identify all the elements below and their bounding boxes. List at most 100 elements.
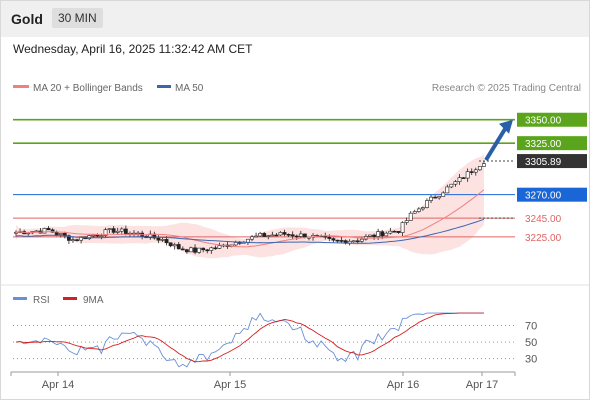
candle-body xyxy=(193,247,197,253)
candle-body xyxy=(209,247,214,251)
candle-body xyxy=(58,233,63,235)
candle-body xyxy=(351,240,356,243)
candle-body xyxy=(429,196,433,201)
candle-body xyxy=(465,171,470,179)
candle-body xyxy=(355,240,360,243)
rsi-legend-label: RSI xyxy=(33,295,50,306)
level-tag-label-3270-00: 3270.00 xyxy=(525,191,562,202)
level-tag-label-3350-00: 3350.00 xyxy=(525,116,562,127)
candle-body xyxy=(331,238,336,241)
candle-body xyxy=(294,235,299,238)
level-tag-label-3305-89: 3305.89 xyxy=(525,157,562,168)
candle-body xyxy=(246,238,250,243)
candle-body xyxy=(66,235,71,241)
candle-body xyxy=(262,233,267,237)
x-tick-label: Apr 17 xyxy=(466,379,498,391)
rsi-ma-line xyxy=(15,312,484,363)
candle-body xyxy=(75,239,79,241)
candle-body xyxy=(168,242,173,247)
candle-body xyxy=(172,244,177,247)
candle-body xyxy=(392,230,397,233)
ma50-line xyxy=(15,218,485,244)
candle-body xyxy=(469,171,474,173)
forecast-arrow-head xyxy=(499,119,513,134)
level-tag-label-3245-00: 3245.00 xyxy=(525,214,562,225)
candle-body xyxy=(298,233,303,237)
candle-body xyxy=(254,235,258,238)
candle-body xyxy=(380,231,385,237)
ma20-legend-swatch xyxy=(13,85,29,88)
candle-body xyxy=(123,228,128,235)
instrument-title: Gold xyxy=(11,11,43,27)
ma50-legend-swatch xyxy=(157,85,171,88)
candle-body xyxy=(339,240,344,242)
candle-body xyxy=(278,232,283,236)
ma20-line xyxy=(15,189,485,248)
x-tick-label: Apr 16 xyxy=(387,379,419,391)
candle-body xyxy=(282,232,287,235)
rsi-ma-legend-label: 9MA xyxy=(83,295,104,306)
candle-body xyxy=(233,242,238,246)
x-axis: Apr 14 Apr 15 Apr 16 Apr 17 xyxy=(10,372,516,391)
rsi-legend-swatch xyxy=(13,297,27,300)
candle-body xyxy=(103,229,108,236)
candle-body xyxy=(477,166,482,171)
candle-body xyxy=(433,196,438,199)
candle-body xyxy=(119,228,124,232)
candle-body xyxy=(327,236,332,239)
candle-body xyxy=(437,196,442,199)
candle-body xyxy=(408,212,413,221)
level-tag-label-3225-00: 3225.00 xyxy=(525,233,562,244)
candle-body xyxy=(197,247,202,253)
copyright-label: Research © 2025 Trading Central xyxy=(432,83,581,94)
candle-body xyxy=(270,234,275,237)
candle-body xyxy=(274,234,279,237)
candle-body xyxy=(482,163,486,167)
candle-body xyxy=(217,245,222,249)
candle-body xyxy=(164,239,169,244)
candle-body xyxy=(425,200,429,208)
level-tag-3305-89 xyxy=(517,154,587,169)
candle-body xyxy=(416,208,421,212)
rsi-ma-legend-swatch xyxy=(63,297,77,300)
candle-body xyxy=(87,235,92,240)
candle-body xyxy=(396,231,401,233)
candle-body xyxy=(184,249,189,253)
datetime-label: Wednesday, April 16, 2025 11:32:42 AM CE… xyxy=(13,42,253,56)
candle-body xyxy=(91,234,96,237)
candle-body xyxy=(50,229,55,233)
candle-body xyxy=(205,249,210,252)
candle-body xyxy=(156,237,161,241)
candle-body xyxy=(473,169,478,173)
candle-body xyxy=(111,228,116,233)
candle-body xyxy=(372,234,376,237)
candle-body xyxy=(335,239,340,242)
candle-body xyxy=(266,235,271,237)
candle-body xyxy=(115,230,120,233)
candle-body xyxy=(449,183,454,188)
rsi-legend: RSI 9MA xyxy=(13,295,104,306)
candle-body xyxy=(400,222,405,233)
candle-body xyxy=(176,244,181,250)
level-tag-3325-00 xyxy=(517,136,587,151)
forecast-arrow-shaft xyxy=(484,124,509,162)
candle-body xyxy=(404,220,409,223)
candle-body xyxy=(457,177,462,182)
candle-body xyxy=(46,228,51,231)
ma50-legend-label: MA 50 xyxy=(175,83,204,94)
level-tag-3350-00 xyxy=(517,112,587,127)
header-bar: Gold 30 MIN xyxy=(1,1,589,37)
rsi-tick-30: 30 xyxy=(525,354,537,366)
candle-body xyxy=(250,236,254,240)
level-tag-label-3325-00: 3325.00 xyxy=(525,139,562,150)
candle-body xyxy=(62,233,67,236)
ma20-legend-label: MA 20 + Bollinger Bands xyxy=(33,83,143,94)
candle-body xyxy=(160,239,165,241)
candle-body xyxy=(441,192,446,197)
candle-body xyxy=(368,234,372,237)
candle-body xyxy=(79,236,84,241)
timeframe-badge[interactable]: 30 MIN xyxy=(52,8,103,28)
x-tick-label: Apr 14 xyxy=(42,379,74,391)
candle-body xyxy=(95,234,100,237)
